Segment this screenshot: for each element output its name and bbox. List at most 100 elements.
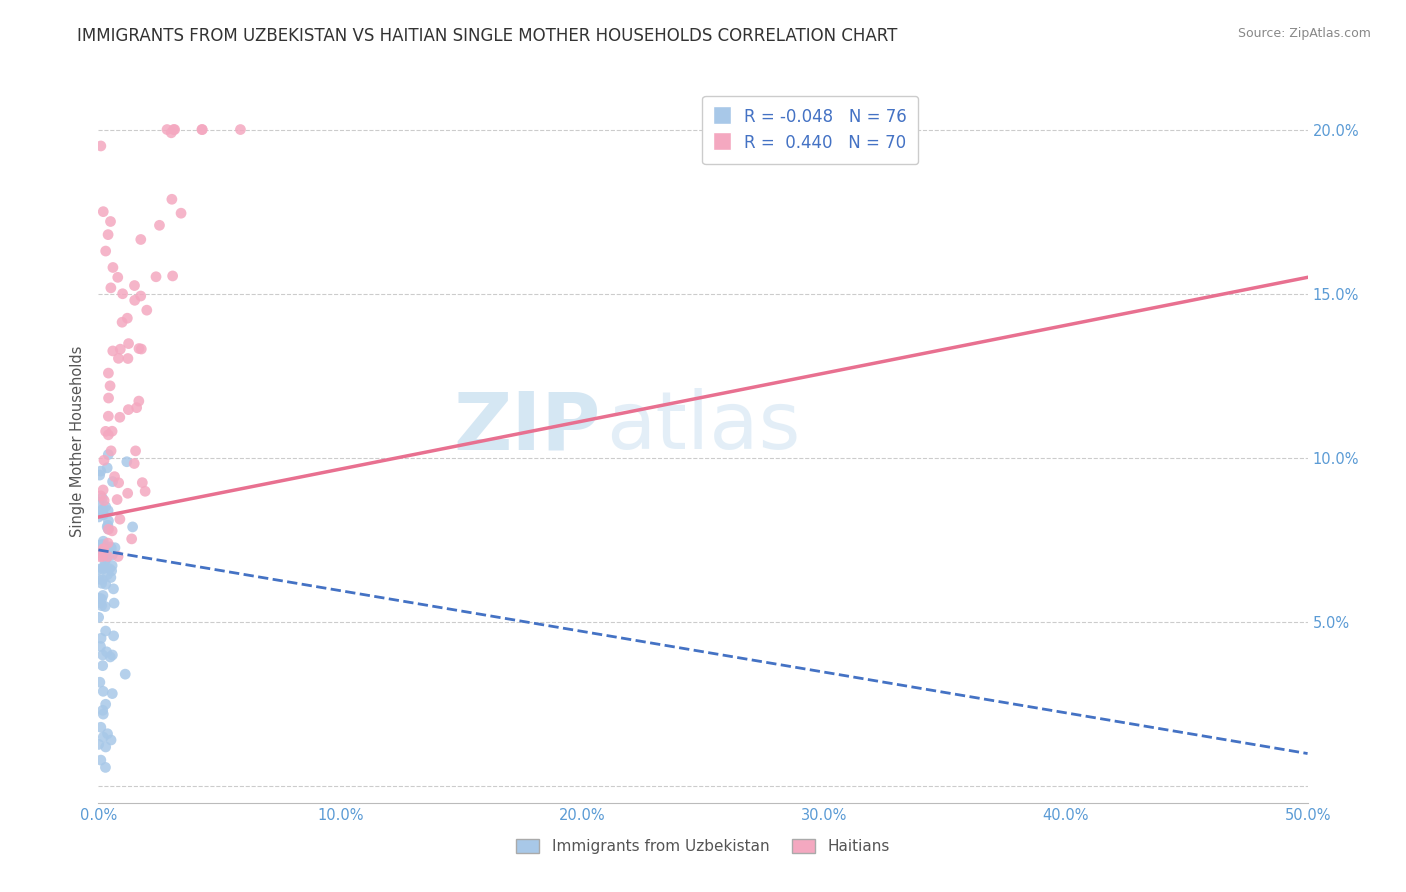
Point [89,549,111,564]
Point [101,548,124,562]
Point [229,122,252,136]
Point [91,658,114,673]
Point [122,457,145,471]
Point [91,541,114,556]
Point [94,624,117,638]
Point [90,596,112,610]
Point [135,303,157,318]
Y-axis label: Single Mother Households: Single Mother Households [70,346,86,537]
Text: Source: ZipAtlas.com: Source: ZipAtlas.com [1237,27,1371,40]
Point [91,730,114,744]
Point [90,538,112,552]
Point [90,543,112,558]
Point [101,343,124,358]
Point [94,599,117,614]
Point [191,122,214,136]
Text: ZIP: ZIP [453,388,600,467]
Point [101,260,124,275]
Text: IMMIGRANTS FROM UZBEKISTAN VS HAITIAN SINGLE MOTHER HOUSEHOLDS CORRELATION CHART: IMMIGRANTS FROM UZBEKISTAN VS HAITIAN SI… [77,27,897,45]
Point [93,542,115,557]
Point [89,546,111,560]
Point [97,522,120,536]
Text: atlas: atlas [606,388,800,467]
Point [117,351,139,366]
Point [91,573,114,587]
Point [111,315,134,329]
Point [94,577,117,591]
Point [87,541,110,556]
Point [110,342,132,356]
Point [101,475,124,489]
Point [100,214,122,228]
Point [121,520,143,534]
Point [98,649,121,664]
Point [91,204,114,219]
Point [94,698,117,712]
Point [91,537,114,551]
Point [91,534,114,549]
Point [90,753,112,767]
Point [100,564,122,578]
Point [117,486,139,500]
Point [90,632,112,646]
Point [89,468,111,483]
Point [90,489,112,503]
Point [100,733,122,747]
Point [103,469,125,483]
Point [148,219,170,233]
Point [93,493,115,508]
Point [117,402,139,417]
Point [125,401,148,415]
Point [93,453,115,467]
Point [91,684,114,698]
Point [101,648,124,662]
Point [100,281,122,295]
Point [97,448,120,462]
Point [93,560,115,574]
Point [91,707,114,722]
Point [107,549,129,564]
Point [114,667,136,681]
Point [107,475,129,490]
Point [128,394,150,409]
Point [89,640,111,654]
Point [91,483,114,497]
Point [97,391,120,405]
Point [98,379,121,393]
Point [129,289,152,303]
Point [101,424,124,438]
Point [98,562,121,576]
Point [87,572,110,586]
Point [94,760,117,774]
Point [103,582,125,596]
Point [101,558,124,573]
Point [87,562,110,576]
Point [115,455,138,469]
Point [97,409,120,424]
Point [129,232,152,246]
Legend: Immigrants from Uzbekistan, Haitians: Immigrants from Uzbekistan, Haitians [510,832,896,860]
Point [100,443,122,458]
Point [104,541,127,555]
Point [124,278,146,293]
Point [98,540,121,554]
Point [91,589,114,603]
Point [105,492,128,507]
Point [91,491,114,505]
Point [160,192,183,206]
Point [97,549,120,564]
Point [128,342,150,356]
Point [162,268,184,283]
Point [90,599,112,613]
Point [170,206,193,220]
Point [89,675,111,690]
Point [121,532,143,546]
Point [90,720,112,734]
Point [97,522,120,536]
Point [97,536,120,550]
Point [96,645,118,659]
Point [89,591,111,606]
Point [100,541,122,556]
Point [101,687,124,701]
Point [156,122,179,136]
